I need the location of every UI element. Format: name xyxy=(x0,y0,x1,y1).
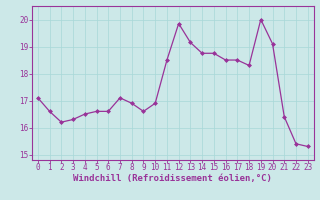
X-axis label: Windchill (Refroidissement éolien,°C): Windchill (Refroidissement éolien,°C) xyxy=(73,174,272,183)
